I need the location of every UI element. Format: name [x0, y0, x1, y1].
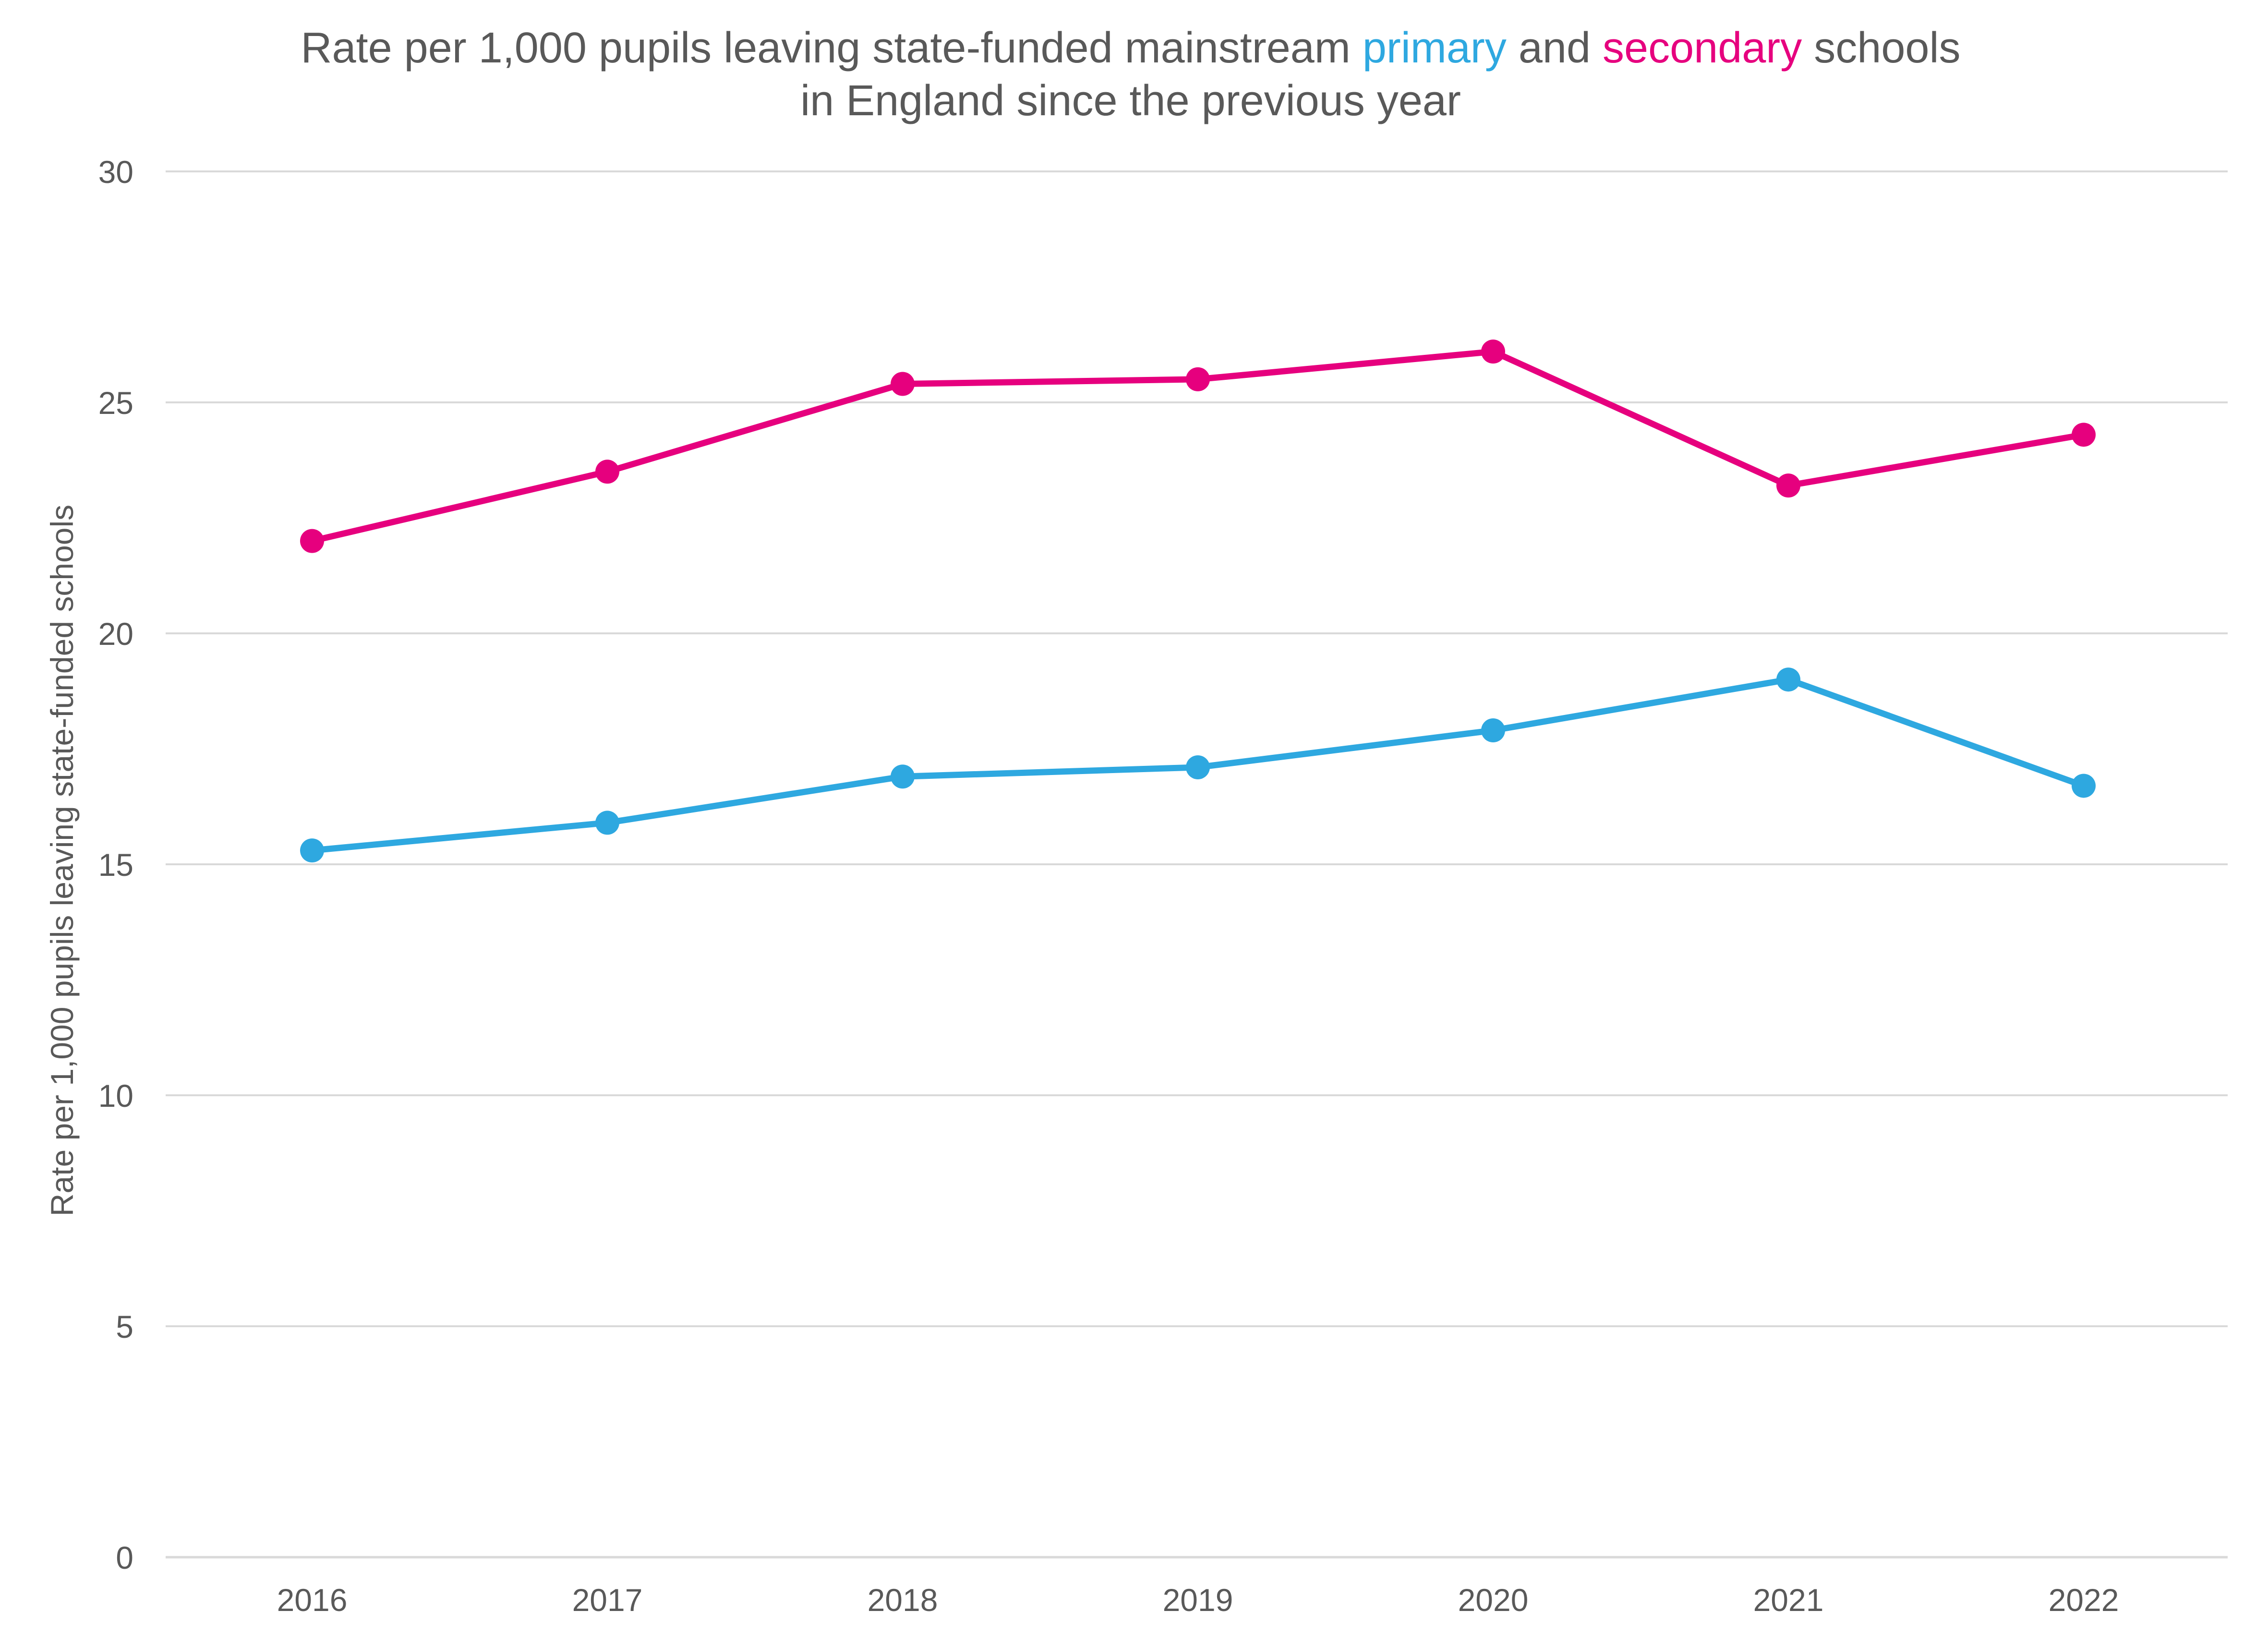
data-point-secondary [2072, 423, 2096, 447]
series-group [300, 339, 2096, 863]
x-tick-label: 2018 [868, 1582, 938, 1618]
x-axis-ticks: 2016 2017 2018 2019 2020 2021 2022 [277, 1582, 2119, 1618]
data-point-secondary [1481, 339, 1505, 364]
data-point-primary [1776, 667, 1800, 692]
data-point-secondary [595, 460, 619, 484]
data-point-primary [1481, 718, 1505, 743]
chart-title-line-1: Rate per 1,000 pupils leaving state-fund… [301, 24, 1961, 72]
y-tick-label: 20 [98, 616, 133, 652]
data-point-primary [891, 764, 915, 789]
x-tick-label: 2017 [572, 1582, 643, 1618]
title-segment-primary: primary [1363, 24, 1507, 72]
y-tick-label: 30 [98, 154, 133, 190]
data-point-secondary [300, 529, 324, 553]
title-segment: and [1507, 24, 1603, 72]
y-axis-title: Rate per 1,000 pupils leaving state-fund… [44, 505, 80, 1216]
x-tick-label: 2020 [1458, 1582, 1529, 1618]
data-point-primary [1186, 755, 1210, 779]
series-primary [300, 667, 2096, 863]
x-tick-label: 2016 [277, 1582, 348, 1618]
title-segment-secondary: secondary [1603, 24, 1802, 72]
data-point-secondary [1776, 473, 1800, 498]
y-tick-label: 5 [116, 1309, 133, 1344]
title-segment: schools [1802, 24, 1960, 72]
series-secondary [300, 339, 2096, 553]
gridlines [166, 170, 2228, 1559]
y-tick-label: 10 [98, 1078, 133, 1114]
chart-title-line-2: in England since the previous year [800, 77, 1461, 125]
y-tick-label: 15 [98, 847, 133, 883]
data-point-primary [300, 838, 324, 863]
y-tick-label: 25 [98, 385, 133, 421]
y-axis-ticks: 0 5 10 15 20 25 30 [98, 154, 133, 1575]
y-tick-label: 0 [116, 1540, 133, 1575]
data-point-primary [595, 811, 619, 835]
data-point-secondary [891, 372, 915, 396]
x-tick-label: 2021 [1753, 1582, 1824, 1618]
title-segment: Rate per 1,000 pupils leaving state-fund… [301, 24, 1363, 72]
x-tick-label: 2022 [2049, 1582, 2119, 1618]
x-tick-label: 2019 [1163, 1582, 1233, 1618]
data-point-primary [2072, 774, 2096, 798]
data-point-secondary [1186, 367, 1210, 391]
